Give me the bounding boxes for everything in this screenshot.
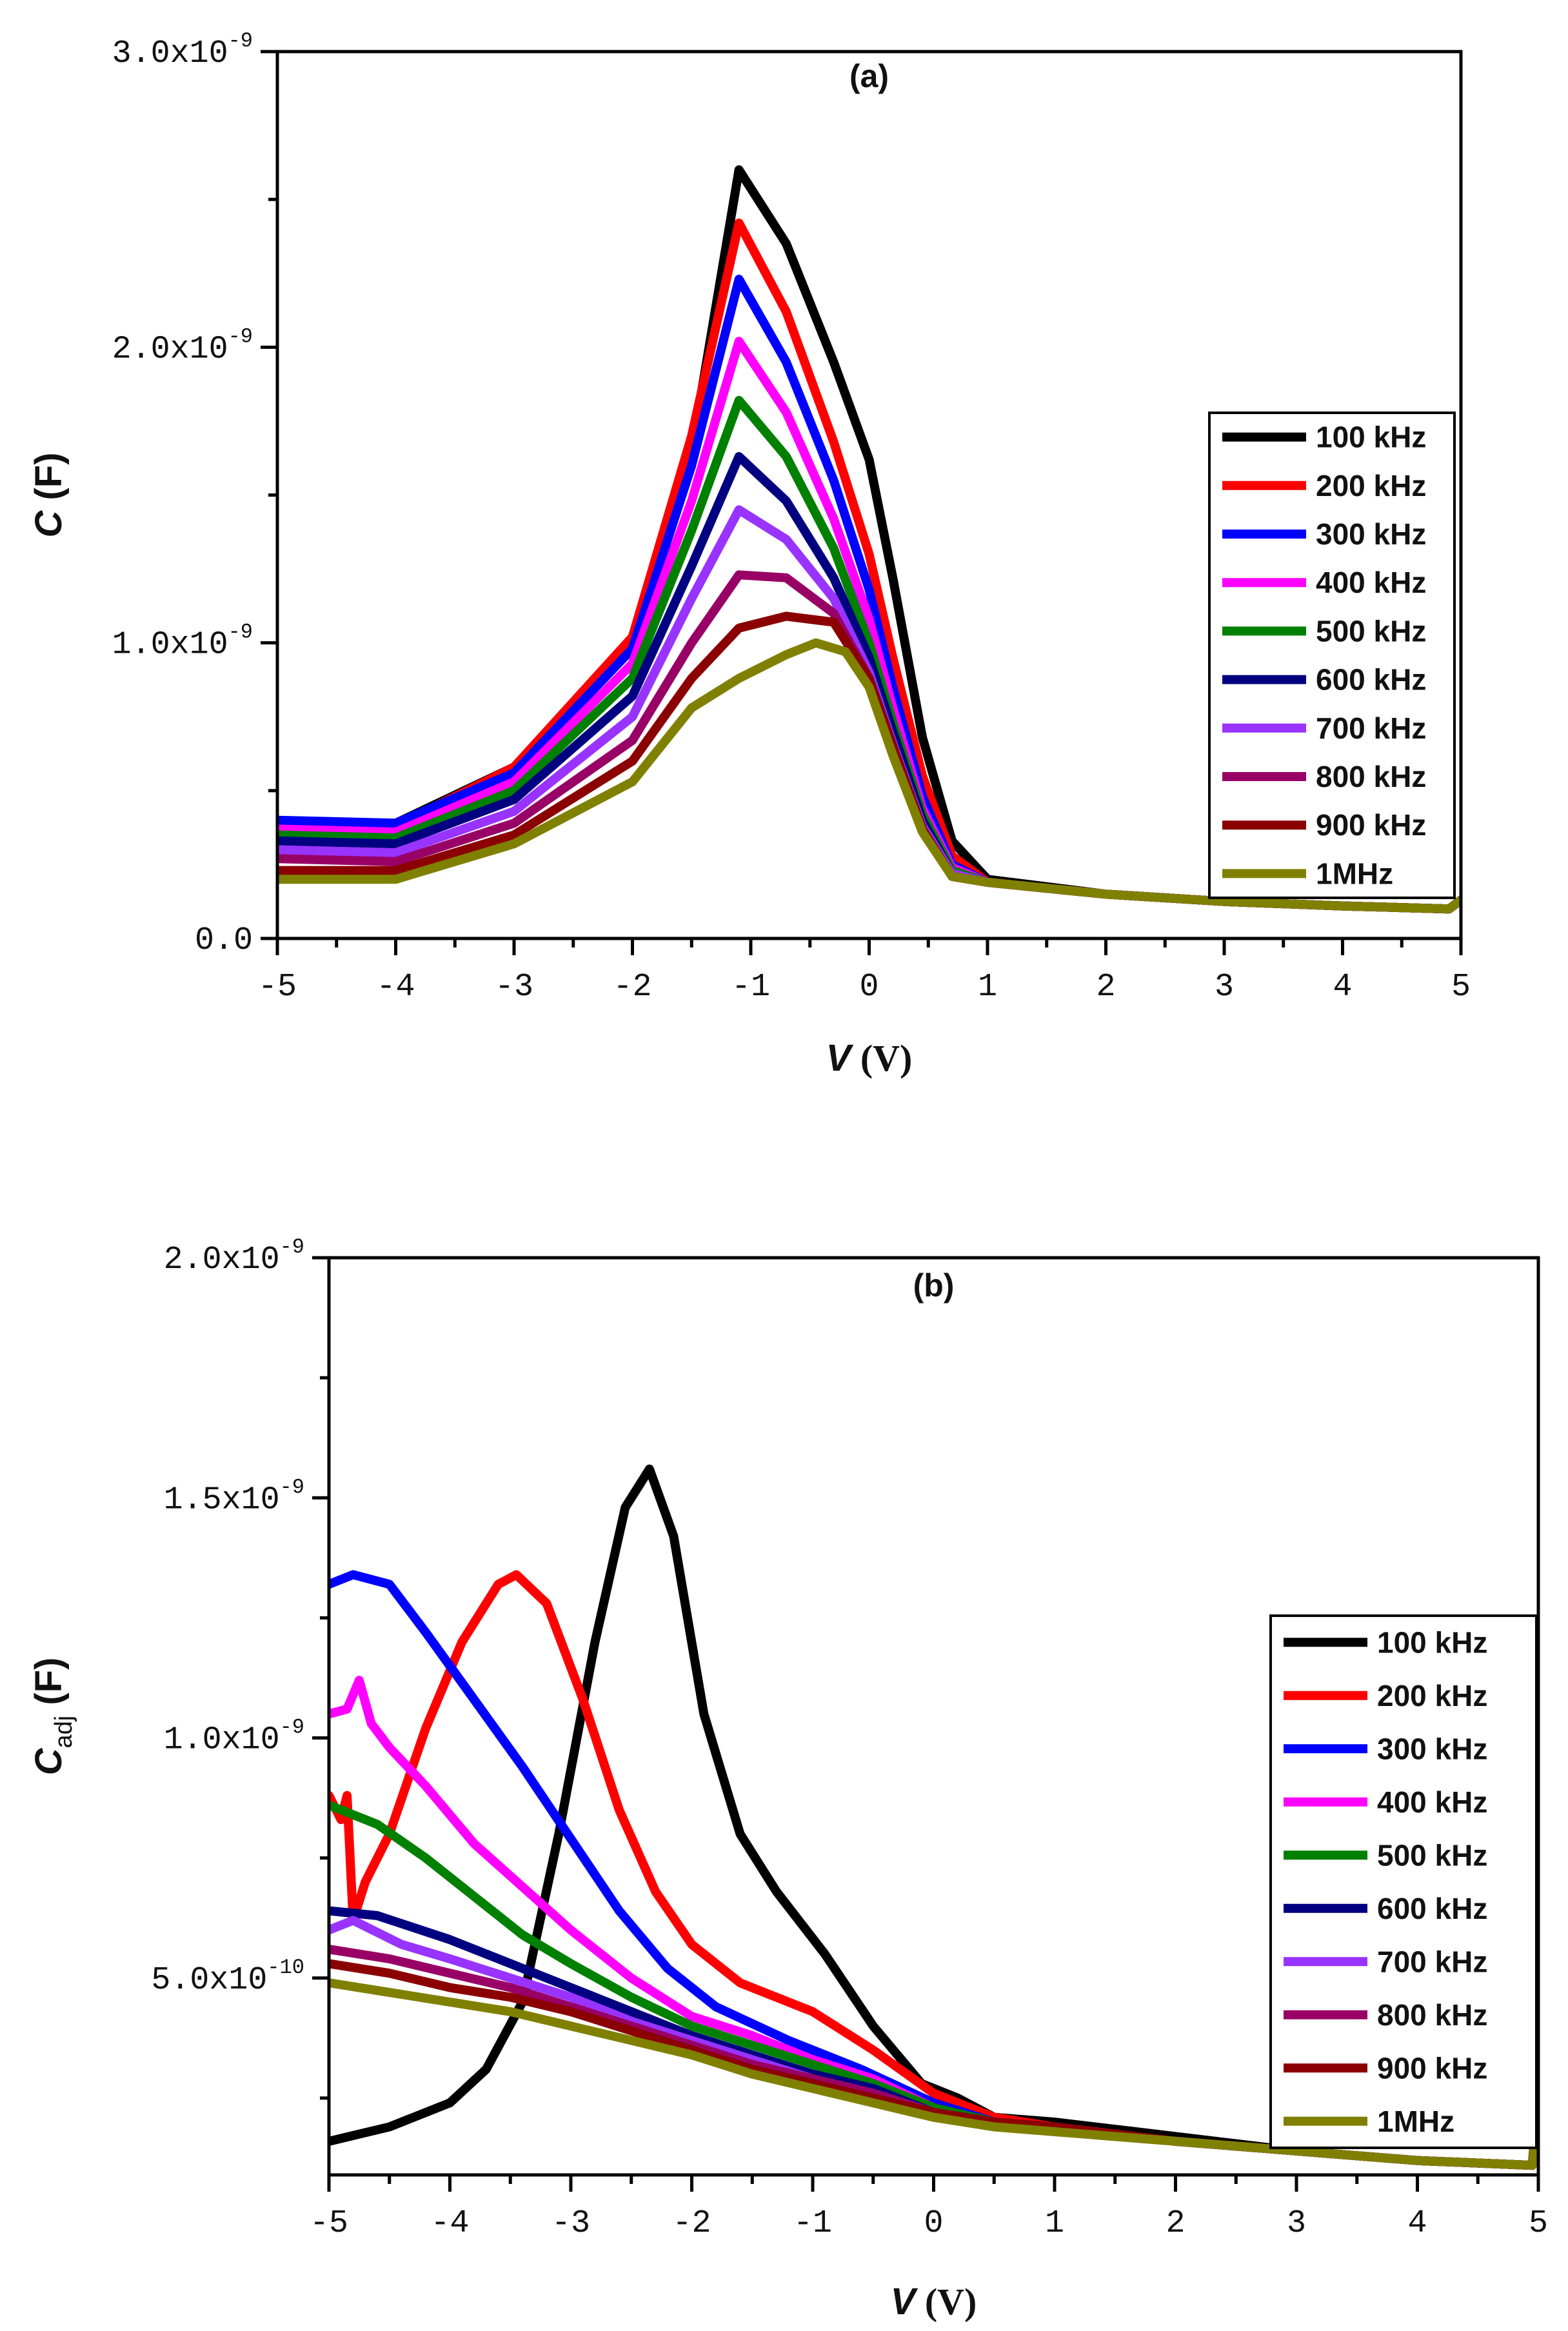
panel-label: (a) bbox=[849, 58, 889, 94]
x-tick-label: -3 bbox=[495, 969, 533, 1006]
legend-entry-label: 700 kHz bbox=[1316, 711, 1426, 745]
legend-entry-label: 200 kHz bbox=[1316, 469, 1426, 502]
x-tick-label: -5 bbox=[310, 2205, 348, 2242]
y-tick-label: 5.0x10-10 bbox=[151, 1956, 304, 1999]
legend-entry-label: 200 kHz bbox=[1377, 1679, 1487, 1712]
y-tick-label: 0.0 bbox=[195, 922, 253, 959]
legend-entry-label: 500 kHz bbox=[1377, 1838, 1487, 1872]
x-tick-label: -1 bbox=[731, 969, 770, 1006]
legend-entry-label: 600 kHz bbox=[1316, 663, 1426, 697]
y-axis-title: C (F) bbox=[28, 452, 70, 537]
legend-entry-label: 100 kHz bbox=[1316, 421, 1426, 454]
x-tick-label: 5 bbox=[1529, 2205, 1548, 2242]
legend-entry-label: 400 kHz bbox=[1377, 1785, 1487, 1819]
y-tick-label: 1.0x10-9 bbox=[164, 1716, 304, 1759]
series-line-1mhz bbox=[329, 1978, 1538, 2170]
x-tick-label: 1 bbox=[1045, 2205, 1064, 2242]
y-tick-label: 3.0x10-9 bbox=[112, 29, 253, 72]
legend-box bbox=[1269, 1614, 1538, 2149]
legend-entry-label: 800 kHz bbox=[1316, 760, 1426, 793]
x-tick-label: 0 bbox=[924, 2205, 943, 2242]
x-tick-label: -5 bbox=[258, 969, 297, 1006]
x-tick-label: 4 bbox=[1333, 969, 1352, 1006]
x-tick-label: -4 bbox=[430, 2205, 469, 2242]
y-tick-label: 2.0x10-9 bbox=[112, 324, 253, 368]
legend: 100 kHz 200 kHz 300 kHz 400 kHz 500 kHz 600 k… bbox=[1208, 412, 1456, 899]
legend-entry-label: 100 kHz bbox=[1377, 1625, 1487, 1659]
y-tick-label: 1.0x10-9 bbox=[112, 620, 253, 664]
x-tick-label: 3 bbox=[1215, 969, 1234, 1006]
legend-entry-label: 1MHz bbox=[1377, 2105, 1454, 2138]
legend-entry-label: 300 kHz bbox=[1377, 1732, 1487, 1765]
plot-area bbox=[277, 165, 1461, 914]
x-axis-title: V (V) bbox=[891, 2281, 977, 2323]
x-tick-label: 4 bbox=[1407, 2205, 1427, 2242]
legend-entry-label: 600 kHz bbox=[1377, 1892, 1487, 1925]
panel-label: (b) bbox=[913, 1267, 955, 1304]
x-tick-label: 2 bbox=[1096, 969, 1115, 1006]
y-tick-label: 2.0x10-9 bbox=[164, 1235, 304, 1278]
legend-entry-label: 300 kHz bbox=[1316, 517, 1426, 551]
y-axis-title: Cadj (F) bbox=[28, 1658, 77, 1776]
legend-entry-label: 900 kHz bbox=[1377, 2051, 1487, 2085]
series-line-1mhz bbox=[277, 638, 1461, 914]
legend: 100 kHz 200 kHz 300 kHz 400 kHz 500 kHz 600 k… bbox=[1269, 1614, 1538, 2149]
panel-a: -5 -4 -3 -2 -1 0 1 2 3 4 5 0.0 1.0x10-9 2.0x10-9 3.0x1… bbox=[28, 29, 1471, 1079]
y-tick-label: 1.5x10-9 bbox=[164, 1475, 304, 1518]
legend-entry-label: 400 kHz bbox=[1316, 566, 1426, 599]
x-tick-label: -4 bbox=[376, 969, 415, 1006]
x-tick-label: -2 bbox=[672, 2205, 711, 2242]
x-tick-label: 3 bbox=[1287, 2205, 1306, 2242]
legend-box bbox=[1208, 412, 1456, 899]
legend-entry-label: 800 kHz bbox=[1377, 1998, 1487, 2032]
legend-entry-label: 500 kHz bbox=[1316, 614, 1426, 648]
x-tick-label: -1 bbox=[793, 2205, 832, 2242]
panel-b: -5 -4 -3 -2 -1 0 1 2 3 4 5 5.0x10-10 1.0x10-9 1.5x10-… bbox=[28, 1235, 1548, 2323]
x-axis-title: V (V) bbox=[826, 1037, 913, 1079]
x-tick-label: -3 bbox=[551, 2205, 590, 2242]
x-tick-label: -2 bbox=[613, 969, 651, 1006]
x-tick-label: 2 bbox=[1166, 2205, 1185, 2242]
x-tick-label: 1 bbox=[978, 969, 997, 1006]
legend-entry-label: 1MHz bbox=[1316, 857, 1393, 890]
plot-area bbox=[329, 1464, 1538, 2170]
x-tick-label: 0 bbox=[859, 969, 878, 1006]
x-tick-label: 5 bbox=[1451, 969, 1471, 1006]
legend-entry-label: 900 kHz bbox=[1316, 808, 1426, 842]
legend-entry-label: 700 kHz bbox=[1377, 1945, 1487, 1978]
